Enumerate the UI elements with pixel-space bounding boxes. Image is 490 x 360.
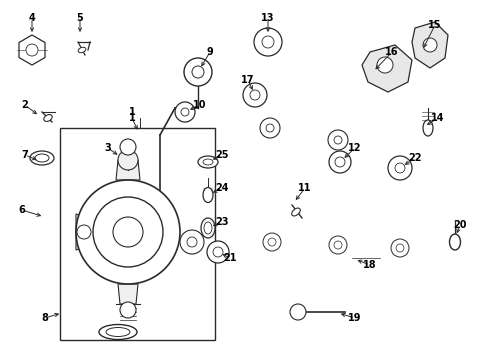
Polygon shape (76, 214, 93, 250)
Circle shape (329, 151, 351, 173)
Text: 20: 20 (453, 220, 467, 230)
Circle shape (113, 217, 143, 247)
Polygon shape (258, 48, 418, 148)
Circle shape (250, 90, 260, 100)
Text: 8: 8 (42, 313, 49, 323)
Circle shape (192, 66, 204, 78)
Ellipse shape (30, 151, 54, 165)
Ellipse shape (203, 159, 213, 165)
Ellipse shape (106, 328, 130, 337)
Text: 23: 23 (215, 217, 229, 227)
Ellipse shape (449, 234, 461, 250)
Text: 1: 1 (128, 113, 135, 123)
Text: 5: 5 (76, 13, 83, 23)
Circle shape (335, 157, 345, 167)
Ellipse shape (203, 188, 213, 202)
Circle shape (207, 241, 229, 263)
Text: 18: 18 (363, 260, 377, 270)
Text: 1: 1 (128, 107, 135, 117)
Text: 6: 6 (19, 205, 25, 215)
Ellipse shape (201, 218, 215, 238)
Text: 9: 9 (207, 47, 213, 57)
Text: 19: 19 (348, 313, 362, 323)
Circle shape (184, 58, 212, 86)
Circle shape (263, 233, 281, 251)
Circle shape (388, 156, 412, 180)
Polygon shape (19, 35, 45, 65)
Ellipse shape (198, 156, 218, 168)
Text: 11: 11 (298, 183, 312, 193)
Circle shape (187, 237, 197, 247)
Circle shape (328, 130, 348, 150)
Text: 24: 24 (215, 183, 229, 193)
Text: 4: 4 (28, 13, 35, 23)
Circle shape (377, 57, 393, 73)
Ellipse shape (292, 208, 300, 216)
Text: 10: 10 (193, 100, 207, 110)
Text: 22: 22 (408, 153, 422, 163)
Circle shape (423, 38, 437, 52)
Circle shape (120, 139, 136, 155)
Circle shape (334, 241, 342, 249)
Ellipse shape (99, 324, 137, 339)
Circle shape (290, 304, 306, 320)
Text: 14: 14 (431, 113, 445, 123)
Ellipse shape (44, 114, 52, 121)
Circle shape (77, 225, 91, 239)
Polygon shape (220, 222, 455, 268)
Bar (60, 128, 215, 340)
Text: 21: 21 (223, 253, 237, 263)
Ellipse shape (35, 154, 49, 162)
Circle shape (175, 102, 195, 122)
Text: 7: 7 (22, 150, 28, 160)
Circle shape (260, 118, 280, 138)
Circle shape (93, 197, 163, 267)
Circle shape (334, 136, 342, 144)
Ellipse shape (423, 120, 433, 136)
Text: 12: 12 (348, 143, 362, 153)
Circle shape (262, 36, 274, 48)
Circle shape (391, 239, 409, 257)
Polygon shape (412, 22, 448, 68)
Text: 17: 17 (241, 75, 255, 85)
Circle shape (118, 150, 138, 170)
Text: 13: 13 (261, 13, 275, 23)
Circle shape (396, 244, 404, 252)
Circle shape (26, 44, 38, 56)
Polygon shape (116, 160, 140, 180)
Circle shape (120, 302, 136, 318)
Text: 3: 3 (105, 143, 111, 153)
Circle shape (329, 236, 347, 254)
Polygon shape (118, 284, 138, 304)
Circle shape (254, 28, 282, 56)
Text: 25: 25 (215, 150, 229, 160)
Circle shape (180, 230, 204, 254)
Circle shape (243, 83, 267, 107)
Circle shape (213, 247, 223, 257)
Circle shape (181, 108, 189, 116)
Ellipse shape (204, 222, 212, 234)
Text: 16: 16 (385, 47, 399, 57)
Circle shape (268, 238, 276, 246)
Text: 15: 15 (428, 20, 442, 30)
Ellipse shape (78, 47, 86, 53)
Circle shape (266, 124, 274, 132)
Text: 2: 2 (22, 100, 28, 110)
Polygon shape (162, 215, 235, 262)
Polygon shape (362, 45, 412, 92)
Circle shape (395, 163, 405, 173)
Circle shape (76, 180, 180, 284)
